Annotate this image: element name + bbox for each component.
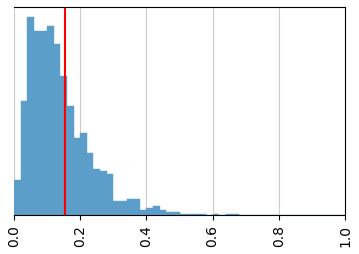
Bar bbox=[14, 180, 20, 215]
Bar bbox=[199, 214, 206, 215]
Bar bbox=[186, 214, 193, 215]
Bar bbox=[93, 169, 100, 215]
Bar bbox=[100, 171, 107, 215]
Bar bbox=[173, 212, 180, 215]
Bar bbox=[133, 199, 140, 215]
Bar bbox=[160, 210, 166, 215]
Bar bbox=[27, 17, 34, 215]
Bar bbox=[54, 44, 60, 215]
Bar bbox=[140, 210, 146, 215]
Bar bbox=[126, 199, 133, 215]
Bar bbox=[74, 138, 80, 215]
Bar bbox=[47, 26, 54, 215]
Bar bbox=[233, 214, 239, 215]
Bar bbox=[193, 214, 199, 215]
Bar bbox=[67, 106, 74, 215]
Bar bbox=[20, 101, 27, 215]
Bar bbox=[87, 153, 93, 215]
Bar bbox=[213, 214, 219, 215]
Bar bbox=[180, 214, 186, 215]
Bar bbox=[120, 201, 126, 215]
Bar bbox=[153, 207, 160, 215]
Bar bbox=[226, 214, 233, 215]
Bar bbox=[80, 133, 87, 215]
Bar bbox=[60, 76, 67, 215]
Bar bbox=[41, 31, 47, 215]
Bar bbox=[113, 201, 120, 215]
Bar bbox=[107, 174, 113, 215]
Bar bbox=[34, 31, 41, 215]
Bar bbox=[146, 208, 153, 215]
Bar bbox=[166, 212, 173, 215]
